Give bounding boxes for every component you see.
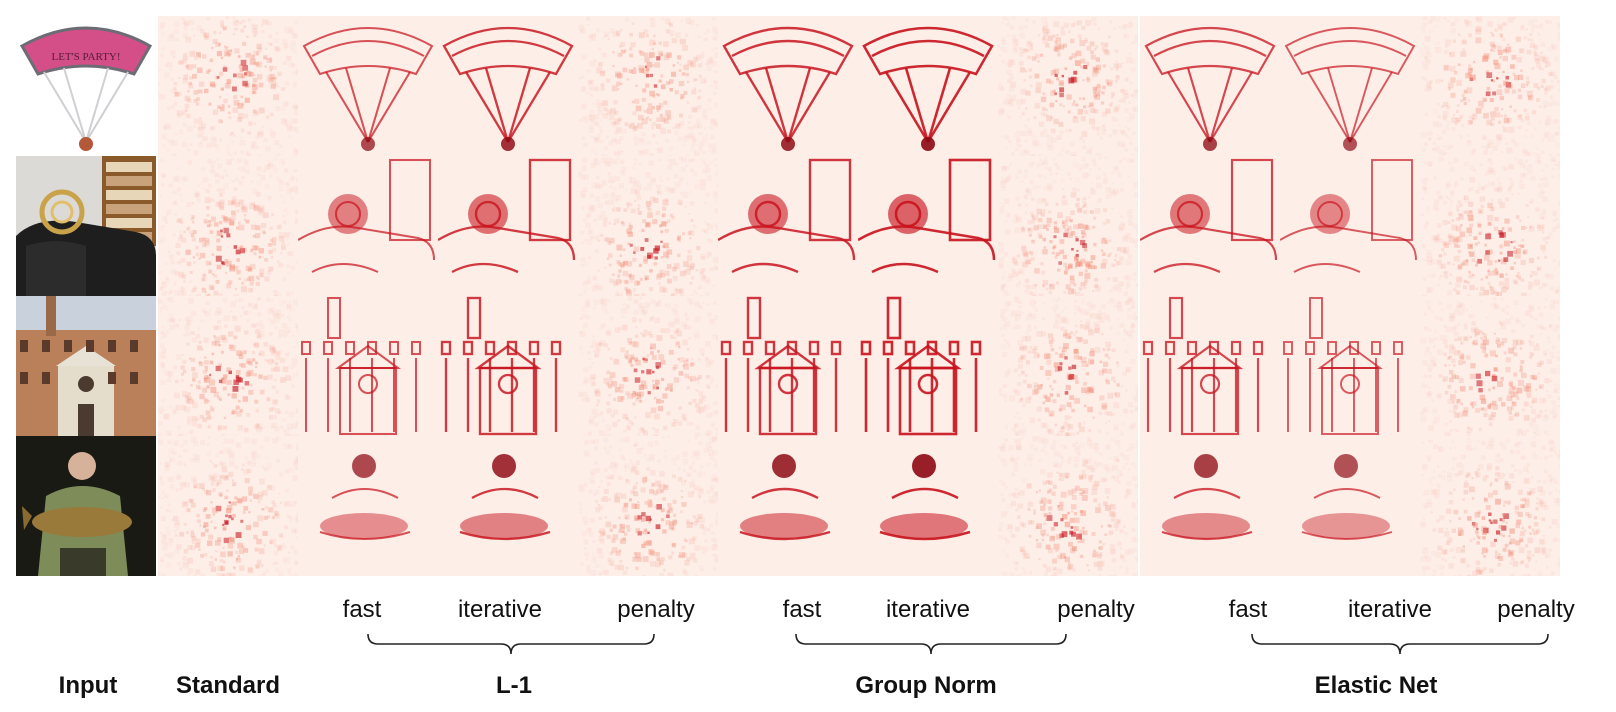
l1-penalty-label: penalty: [617, 596, 695, 623]
saliency-map-parachute-gn-iterative: [858, 16, 998, 156]
saliency-map-parachute-en-penalty: [1420, 16, 1560, 156]
input-image-palazzo-input: [16, 296, 156, 436]
input-label: Input: [58, 672, 118, 699]
saliency-map-palazzo-l1-penalty: [578, 296, 718, 436]
saliency-map-french-horn-gn-fast: [718, 156, 858, 296]
saliency-map-parachute-gn-fast: [718, 16, 858, 156]
en-brace: [1251, 633, 1549, 655]
saliency-map-french-horn-standard: [158, 156, 298, 296]
saliency-map-fisherman-with-fish-gn-iterative: [858, 436, 998, 576]
saliency-map-palazzo-en-penalty: [1420, 296, 1560, 436]
saliency-map-fisherman-with-fish-standard: [158, 436, 298, 576]
l1-group-label: L-1: [496, 672, 532, 699]
saliency-map-french-horn-l1-fast: [298, 156, 438, 296]
saliency-map-fisherman-with-fish-gn-penalty: [998, 436, 1138, 576]
saliency-map-french-horn-gn-iterative: [858, 156, 998, 296]
standard-label: Standard: [175, 672, 280, 699]
en-iterative-label: iterative: [1347, 596, 1433, 623]
l1-iterative-label: iterative: [457, 596, 543, 623]
en-group-label: Elastic Net: [1314, 672, 1438, 699]
saliency-map-fisherman-with-fish-l1-penalty: [578, 436, 718, 576]
gn-fast-label: fast: [782, 596, 822, 623]
gn-iterative-label: iterative: [885, 596, 971, 623]
en-penalty-label: penalty: [1497, 596, 1575, 623]
saliency-map-fisherman-with-fish-l1-fast: [298, 436, 438, 576]
saliency-map-palazzo-gn-fast: [718, 296, 858, 436]
party-text: LET'S PARTY!: [51, 51, 120, 63]
saliency-map-french-horn-en-iterative: [1280, 156, 1420, 296]
saliency-map-french-horn-l1-penalty: [578, 156, 718, 296]
input-image-fisherman-with-fish-input: [16, 436, 156, 576]
input-image-parachute-input: LET'S PARTY!: [16, 16, 156, 156]
saliency-map-parachute-l1-fast: [298, 16, 438, 156]
l1-fast-label: fast: [342, 596, 382, 623]
saliency-map-palazzo-en-iterative: [1280, 296, 1420, 436]
l1-brace: [367, 633, 655, 655]
saliency-map-palazzo-gn-penalty: [998, 296, 1138, 436]
input-image-french-horn-input: [16, 156, 156, 296]
gn-brace: [795, 633, 1067, 655]
saliency-map-french-horn-en-penalty: [1420, 156, 1560, 296]
en-fast-label: fast: [1228, 596, 1268, 623]
saliency-map-french-horn-l1-iterative: [438, 156, 578, 296]
saliency-map-parachute-standard: [158, 16, 298, 156]
saliency-map-french-horn-en-fast: [1140, 156, 1280, 296]
saliency-map-palazzo-l1-fast: [298, 296, 438, 436]
saliency-map-fisherman-with-fish-en-fast: [1140, 436, 1280, 576]
saliency-map-parachute-en-fast: [1140, 16, 1280, 156]
saliency-map-parachute-en-iterative: [1280, 16, 1420, 156]
saliency-map-palazzo-l1-iterative: [438, 296, 578, 436]
saliency-map-fisherman-with-fish-gn-fast: [718, 436, 858, 576]
gn-penalty-label: penalty: [1057, 596, 1135, 623]
saliency-map-french-horn-gn-penalty: [998, 156, 1138, 296]
gn-group-label: Group Norm: [855, 672, 997, 699]
saliency-map-palazzo-gn-iterative: [858, 296, 998, 436]
saliency-map-fisherman-with-fish-en-iterative: [1280, 436, 1420, 576]
saliency-map-palazzo-en-fast: [1140, 296, 1280, 436]
saliency-map-fisherman-with-fish-en-penalty: [1420, 436, 1560, 576]
saliency-map-fisherman-with-fish-l1-iterative: [438, 436, 578, 576]
saliency-map-parachute-gn-penalty: [998, 16, 1138, 156]
saliency-map-palazzo-standard: [158, 296, 298, 436]
saliency-map-parachute-l1-penalty: [578, 16, 718, 156]
saliency-map-parachute-l1-iterative: [438, 16, 578, 156]
